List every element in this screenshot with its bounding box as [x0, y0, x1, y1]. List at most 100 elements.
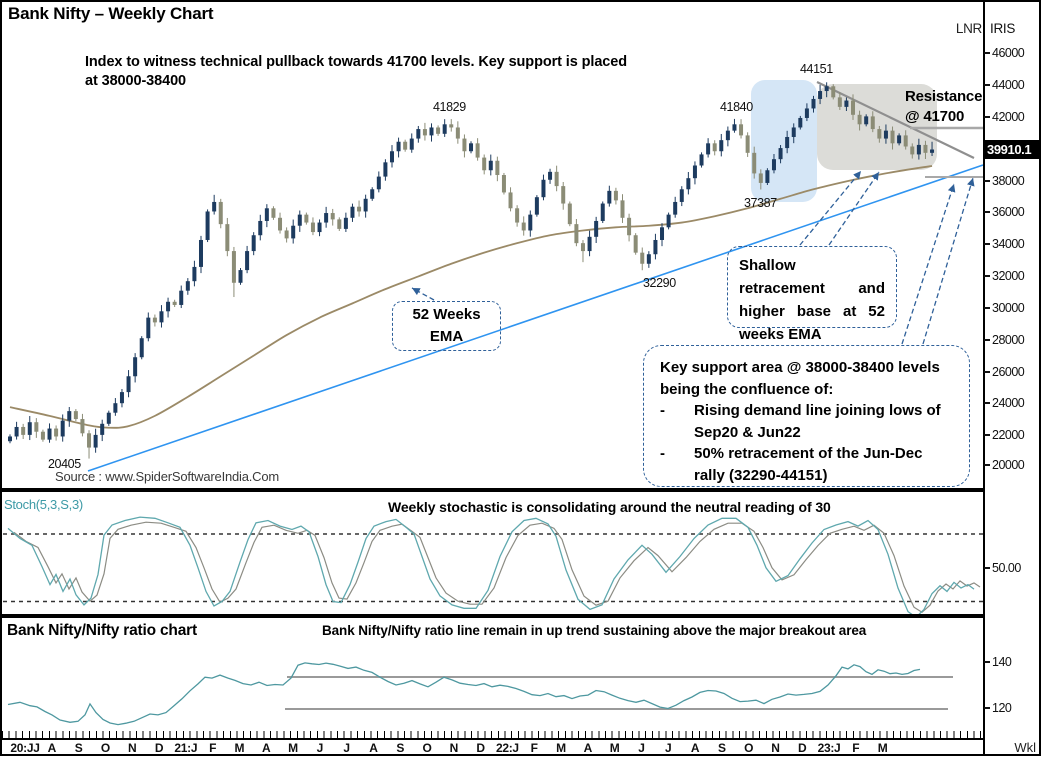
month-label[interactable]: N — [449, 741, 459, 755]
candle-body[interactable] — [21, 426, 26, 435]
candle-body[interactable] — [673, 201, 678, 215]
candle-body[interactable] — [330, 213, 335, 220]
candle-body[interactable] — [798, 117, 803, 128]
month-label[interactable]: 23:J — [817, 741, 841, 755]
month-label[interactable]: 21:J — [174, 741, 198, 755]
month-label[interactable]: D — [154, 741, 164, 755]
candle-body[interactable] — [646, 254, 651, 264]
candle-body[interactable] — [587, 236, 592, 252]
candle-body[interactable] — [837, 97, 842, 107]
candle-body[interactable] — [370, 189, 375, 199]
candle-body[interactable] — [27, 422, 32, 435]
month-label[interactable]: O — [422, 741, 432, 755]
month-label[interactable]: J — [316, 741, 324, 755]
candle-body[interactable] — [93, 434, 98, 448]
candle-body[interactable] — [264, 208, 269, 221]
candle-body[interactable] — [844, 100, 849, 107]
candle-body[interactable] — [231, 251, 236, 283]
candle-body[interactable] — [310, 222, 315, 233]
candle-body[interactable] — [40, 431, 45, 440]
candle-body[interactable] — [758, 173, 763, 183]
candle-body[interactable] — [126, 376, 131, 393]
candle-body[interactable] — [890, 130, 895, 144]
candle-body[interactable] — [304, 214, 309, 223]
candle-body[interactable] — [403, 141, 408, 150]
month-label[interactable]: N — [128, 741, 137, 755]
candle-body[interactable] — [930, 149, 935, 153]
candle-body[interactable] — [818, 91, 823, 99]
candle-body[interactable] — [699, 154, 704, 166]
candle-body[interactable] — [34, 422, 39, 432]
candle-body[interactable] — [501, 175, 506, 193]
candle-body[interactable] — [897, 135, 902, 144]
month-label[interactable]: A — [690, 741, 700, 755]
candle-body[interactable] — [317, 222, 322, 233]
candle-body[interactable] — [429, 127, 434, 136]
candle-body[interactable] — [752, 152, 757, 174]
candle-body[interactable] — [8, 436, 12, 442]
candle-body[interactable] — [870, 116, 875, 130]
candle-body[interactable] — [469, 143, 474, 152]
month-label[interactable]: S — [717, 741, 726, 755]
candle-body[interactable] — [396, 141, 401, 152]
candle-body[interactable] — [857, 114, 862, 125]
candle-body[interactable] — [534, 197, 539, 215]
candle-body[interactable] — [106, 412, 111, 424]
month-label[interactable]: D — [476, 741, 485, 755]
candle-body[interactable] — [877, 129, 882, 139]
candle-body[interactable] — [482, 157, 487, 171]
month-label[interactable]: N — [771, 741, 780, 755]
candle-body[interactable] — [725, 130, 730, 141]
candle-body[interactable] — [508, 192, 513, 209]
candle-body[interactable] — [271, 208, 276, 218]
candle-body[interactable] — [633, 235, 638, 253]
candle-body[interactable] — [152, 317, 157, 323]
candle-body[interactable] — [910, 146, 915, 155]
candle-body[interactable] — [198, 239, 203, 267]
candle-body[interactable] — [350, 206, 355, 218]
candle-body[interactable] — [627, 217, 632, 236]
candle-body[interactable] — [771, 159, 776, 171]
candle-body[interactable] — [225, 224, 230, 252]
candle-body[interactable] — [719, 140, 724, 152]
candle-body[interactable] — [73, 411, 78, 420]
candle-body[interactable] — [600, 203, 605, 221]
candle-body[interactable] — [166, 301, 171, 312]
candle-body[interactable] — [548, 171, 553, 180]
month-label[interactable]: J — [665, 741, 672, 755]
candle-body[interactable] — [653, 239, 658, 255]
candle-body[interactable] — [666, 214, 671, 228]
candle-body[interactable] — [574, 224, 579, 244]
month-label[interactable]: M — [234, 741, 245, 755]
candle-body[interactable] — [864, 116, 869, 125]
candle-body[interactable] — [442, 124, 447, 134]
candle-body[interactable] — [567, 203, 572, 225]
candle-body[interactable] — [660, 227, 665, 240]
candle-body[interactable] — [449, 124, 454, 128]
candle-body[interactable] — [455, 127, 460, 139]
candle-body[interactable] — [383, 162, 388, 177]
month-label[interactable]: O — [744, 741, 754, 755]
candle-body[interactable] — [47, 428, 52, 440]
month-label[interactable]: F — [852, 741, 860, 755]
month-label[interactable]: J — [343, 741, 350, 755]
candle-body[interactable] — [212, 201, 217, 212]
candle-body[interactable] — [706, 143, 711, 155]
candle-body[interactable] — [739, 124, 744, 136]
candle-body[interactable] — [831, 86, 836, 98]
candle-body[interactable] — [238, 270, 243, 283]
month-label[interactable]: F — [209, 741, 217, 755]
candle-body[interactable] — [245, 251, 250, 271]
candle-body[interactable] — [620, 200, 625, 218]
month-label[interactable]: M — [609, 741, 620, 755]
candle-body[interactable] — [251, 235, 256, 252]
candle-body[interactable] — [785, 136, 790, 149]
candle-body[interactable] — [218, 201, 223, 225]
candle-body[interactable] — [357, 206, 362, 212]
month-label[interactable]: M — [288, 741, 298, 755]
candle-body[interactable] — [851, 100, 856, 115]
candle-body[interactable] — [804, 108, 809, 118]
candle-body[interactable] — [119, 392, 124, 404]
candle-body[interactable] — [146, 317, 151, 339]
month-label[interactable]: S — [396, 741, 405, 755]
